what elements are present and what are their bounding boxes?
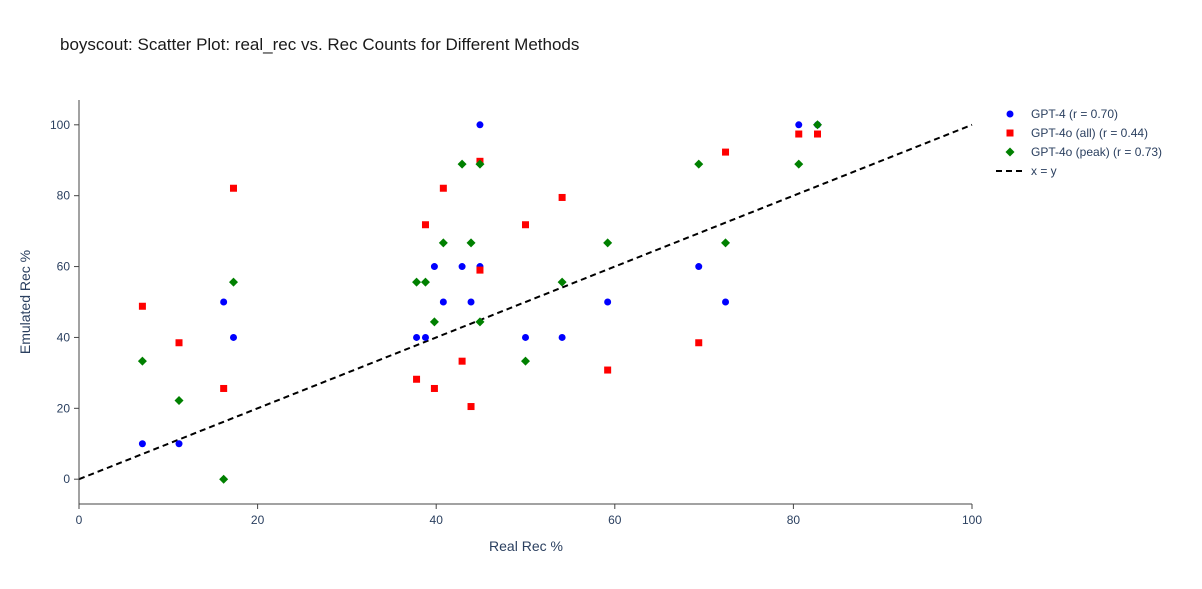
x-tick-label: 40 [430,513,444,527]
y-tick-label: 100 [50,118,70,132]
legend-label: GPT-4o (all) (r = 0.44) [1031,126,1148,140]
data-point [175,339,183,347]
data-point [229,333,237,341]
data-point [137,356,147,366]
legend-item[interactable]: GPT-4 (r = 0.70) [1006,107,1119,121]
data-point [220,384,228,392]
legend-label: GPT-4o (peak) (r = 0.73) [1031,145,1162,159]
data-point [603,238,613,248]
legend-item[interactable]: GPT-4o (peak) (r = 0.73) [1005,145,1163,159]
data-point [795,121,803,129]
data-point [228,277,238,287]
data-point [604,298,612,306]
legend-label: x = y [1031,164,1057,178]
data-point [522,333,529,341]
x-tick-label: 60 [608,513,622,527]
data-point [138,302,146,310]
data-point [522,221,529,229]
data-point [558,193,566,201]
y-tick-label: 80 [57,189,71,203]
data-point [412,277,422,287]
reference-line [78,123,973,481]
data-point [429,317,439,327]
data-point [475,317,485,327]
data-point [420,277,430,287]
data-point [476,266,484,274]
legend-item[interactable]: x = y [996,164,1057,178]
x-tick-label: 100 [962,513,982,527]
data-point [721,238,731,248]
data-point [795,130,803,138]
legend-marker [1006,129,1014,137]
data-point [466,238,476,248]
series-0-points [138,121,822,448]
data-point [229,184,237,192]
y-tick-label: 20 [57,401,71,415]
data-point [439,184,447,192]
y-axis: 0 20 40 60 80 100 [50,100,80,504]
chart-title: boyscout: Scatter Plot: real_rec vs. Rec… [60,35,579,54]
y-tick-label: 40 [57,330,71,344]
data-point [458,263,466,271]
data-point [138,440,146,448]
data-point [421,221,429,229]
data-point [794,159,804,169]
data-point [475,159,485,169]
data-point [430,263,438,271]
plot-area [78,120,973,484]
data-point [458,357,466,365]
legend-item[interactable]: GPT-4o (all) (r = 0.44) [1006,126,1149,140]
data-point [813,120,823,130]
legend-label: GPT-4 (r = 0.70) [1031,107,1118,121]
y-axis-title: Emulated Rec % [17,250,33,354]
data-point [220,298,228,306]
legend[interactable]: GPT-4 (r = 0.70) GPT-4o (all) (r = 0.44) G… [996,107,1162,178]
data-point [695,263,703,271]
data-point [174,396,184,406]
data-point [558,333,566,341]
data-point [557,277,567,287]
data-point [604,366,612,374]
x-tick-label: 80 [787,513,801,527]
data-point [439,298,447,306]
data-point [476,121,484,129]
legend-marker [1006,110,1014,118]
data-point [722,148,730,156]
x-tick-label: 20 [251,513,265,527]
x-axis-title: Real Rec % [489,538,563,554]
data-point [413,333,421,341]
data-point [413,375,421,383]
data-point [467,298,475,306]
data-point [722,298,730,306]
y-tick-label: 60 [57,260,71,274]
data-point [421,333,429,341]
x-tick-label: 0 [76,513,83,527]
data-point [694,159,704,169]
series-1-points [138,130,822,411]
data-point [521,356,530,366]
legend-marker [1005,147,1015,157]
data-point [467,403,475,411]
x-axis: 0 20 40 60 80 100 [76,503,982,527]
data-point [814,130,822,138]
data-point [438,238,448,248]
data-point [430,384,438,392]
data-point [219,474,229,484]
y-tick-label: 0 [63,472,70,486]
series-2-points [137,120,823,484]
data-point [457,159,467,169]
data-point [695,339,703,347]
data-point [175,440,183,448]
